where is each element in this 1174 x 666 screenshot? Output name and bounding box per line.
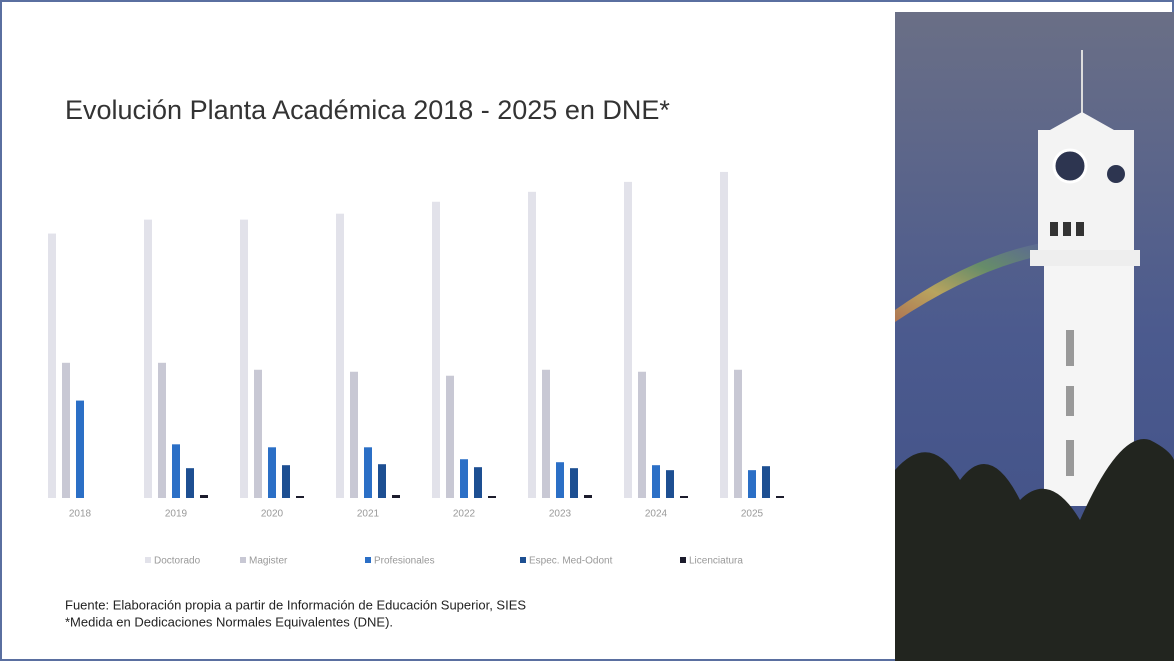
bar xyxy=(556,462,564,498)
bar xyxy=(378,464,386,498)
bar xyxy=(762,466,770,498)
bar xyxy=(364,447,372,498)
x-tick-label: 2022 xyxy=(453,509,476,520)
legend-label: Profesionales xyxy=(374,556,435,567)
bar xyxy=(680,496,688,498)
bar xyxy=(200,495,208,498)
bar xyxy=(254,370,262,498)
bar xyxy=(336,214,344,498)
bar xyxy=(282,465,290,498)
bar xyxy=(158,363,166,498)
legend-label: Licenciatura xyxy=(689,556,743,567)
x-tick-label: 2024 xyxy=(645,509,668,520)
photo xyxy=(895,12,1174,661)
x-tick-label: 2020 xyxy=(261,509,284,520)
bar xyxy=(186,468,194,498)
bar xyxy=(48,234,56,498)
bar xyxy=(638,372,646,498)
bar xyxy=(666,470,674,498)
slide: Evolución Planta Académica 2018 - 2025 e… xyxy=(0,0,1174,661)
bar xyxy=(144,220,152,498)
bar xyxy=(570,468,578,498)
bar xyxy=(446,376,454,498)
bar xyxy=(748,470,756,498)
bar xyxy=(652,465,660,498)
legend-swatch xyxy=(520,557,526,563)
bar xyxy=(474,467,482,498)
x-tick-label: 2019 xyxy=(165,509,188,520)
bar xyxy=(734,370,742,498)
bar xyxy=(392,495,400,498)
bar xyxy=(542,370,550,498)
page: Evolución Planta Académica 2018 - 2025 e… xyxy=(0,0,1174,666)
bar xyxy=(432,202,440,498)
bar xyxy=(776,496,784,498)
bar xyxy=(296,496,304,498)
bar xyxy=(720,172,728,498)
source-note: Fuente: Elaboración propia a partir de I… xyxy=(65,597,526,612)
legend-swatch xyxy=(240,557,246,563)
bar xyxy=(76,401,84,498)
chart-title: Evolución Planta Académica 2018 - 2025 e… xyxy=(65,95,670,125)
legend-swatch xyxy=(145,557,151,563)
legend-label: Magister xyxy=(249,556,288,567)
bar xyxy=(350,372,358,498)
bar xyxy=(488,496,496,498)
unit-note: *Medida en Dedicaciones Normales Equival… xyxy=(65,614,393,629)
x-tick-label: 2021 xyxy=(357,509,380,520)
legend-label: Doctorado xyxy=(154,556,201,567)
bar xyxy=(624,182,632,498)
x-tick-label: 2025 xyxy=(741,509,764,520)
bar xyxy=(240,220,248,498)
bar xyxy=(172,444,180,498)
bar xyxy=(62,363,70,498)
bar xyxy=(268,447,276,498)
legend-swatch xyxy=(365,557,371,563)
bar xyxy=(584,495,592,498)
bar xyxy=(528,192,536,498)
legend-swatch xyxy=(680,557,686,563)
bar xyxy=(460,459,468,498)
x-tick-label: 2023 xyxy=(549,509,572,520)
x-tick-label: 2018 xyxy=(69,509,92,520)
legend-label: Espec. Med-Odont xyxy=(529,556,613,567)
